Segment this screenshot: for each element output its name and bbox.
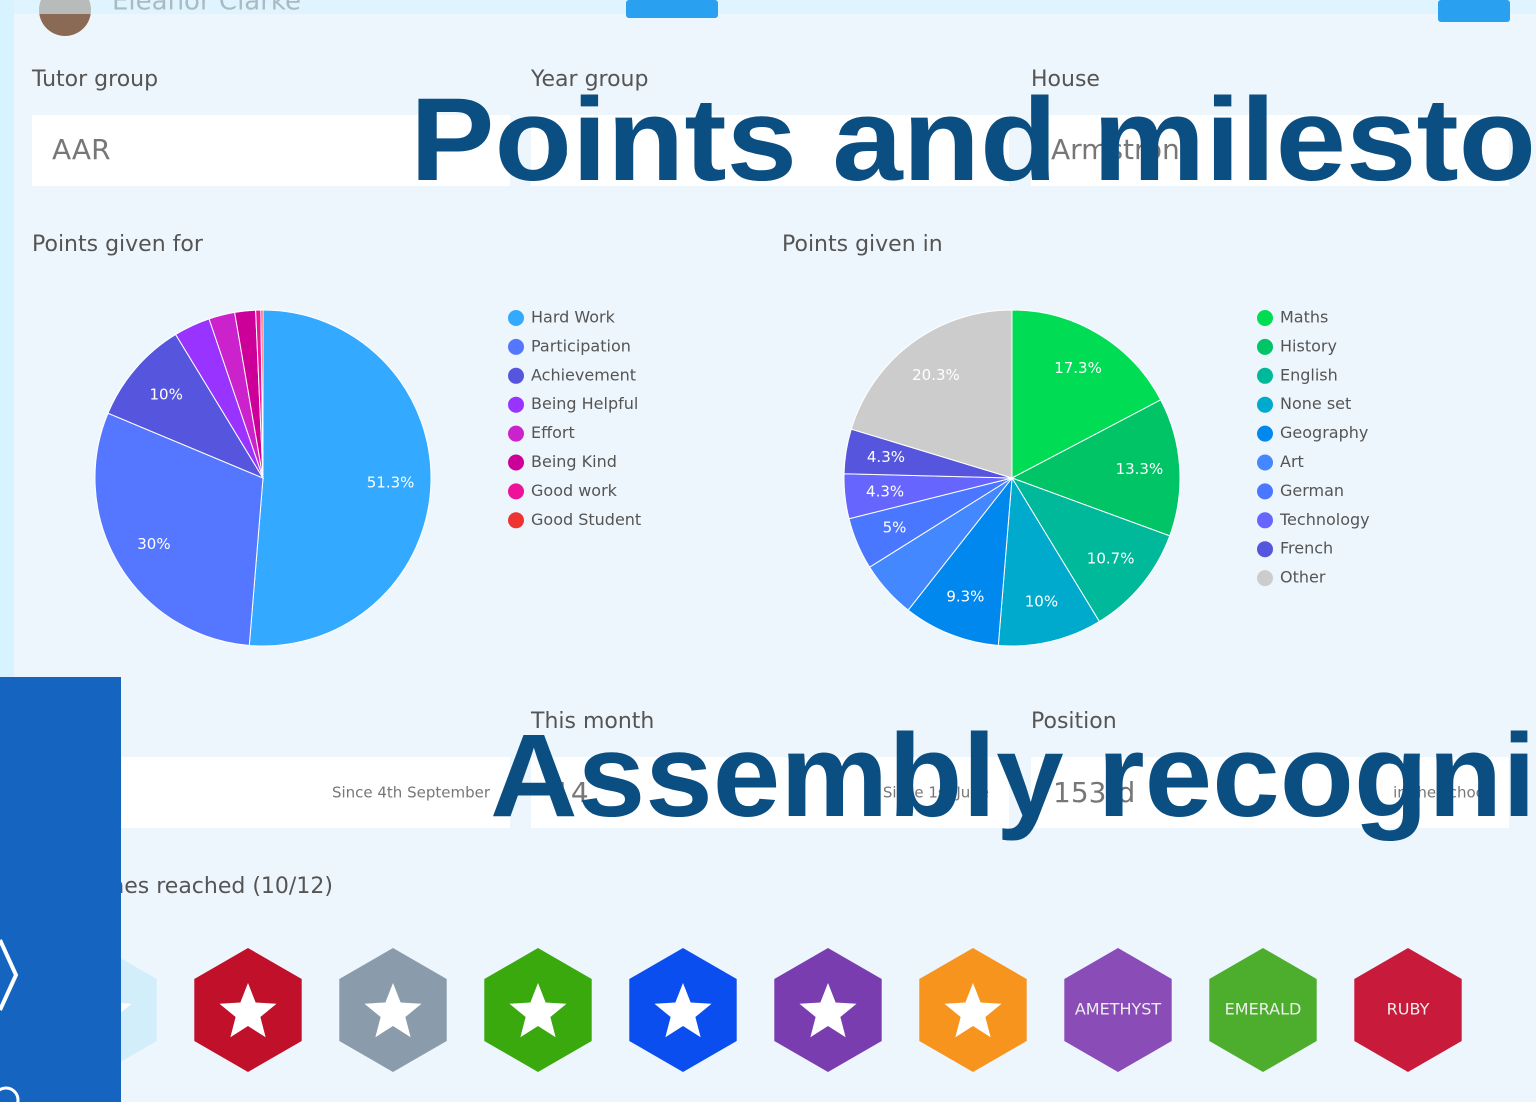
slice-label: 9.3%: [946, 587, 984, 605]
badge-label: RUBY: [1387, 1000, 1430, 1019]
slice-label: 30%: [137, 535, 170, 553]
legend-swatch: [508, 455, 524, 471]
side-panel: [0, 677, 121, 1102]
top-button[interactable]: [1438, 0, 1510, 22]
slice-label: 10%: [150, 385, 183, 403]
field-value: AAR: [52, 133, 111, 166]
legend-label: Being Helpful: [531, 394, 638, 413]
chart-title: Points given for: [32, 232, 204, 257]
page: Eleanor Clarke Tutor groupAARYear group8…: [0, 0, 1536, 1102]
legend-label: Good work: [531, 481, 618, 500]
badge-label: EMERALD: [1225, 1000, 1302, 1019]
legend-label: Other: [1280, 568, 1326, 587]
slice-label: 4.3%: [866, 483, 904, 501]
legend-swatch: [1257, 397, 1273, 413]
slice-label: 5%: [883, 518, 907, 536]
legend-swatch: [1257, 310, 1273, 326]
legend-label: Good Student: [531, 510, 641, 529]
legend-swatch: [508, 339, 524, 355]
field-label: Tutor group: [31, 67, 158, 92]
legend-swatch: [1257, 512, 1273, 528]
legend-swatch: [1257, 483, 1273, 499]
stat-note: Since 4th September: [332, 784, 491, 802]
slice-label: 4.3%: [867, 448, 905, 466]
legend-swatch: [1257, 426, 1273, 442]
slice-label: 51.3%: [367, 474, 415, 492]
chart-title: Points given in: [782, 232, 943, 257]
legend-label: Being Kind: [531, 452, 617, 471]
legend-swatch: [1257, 368, 1273, 384]
top-button[interactable]: [626, 0, 718, 18]
slice-label: 10.7%: [1087, 550, 1135, 568]
legend-label: Maths: [1280, 308, 1328, 327]
legend-label: Geography: [1280, 423, 1368, 442]
legend-swatch: [1257, 455, 1273, 471]
legend-swatch: [508, 368, 524, 384]
legend-label: Achievement: [531, 365, 636, 384]
legend-label: None set: [1280, 394, 1351, 413]
legend-label: Effort: [531, 423, 575, 442]
legend-label: History: [1280, 336, 1337, 355]
legend-swatch: [1257, 570, 1273, 586]
slice-label: 17.3%: [1054, 359, 1102, 377]
legend-swatch: [1257, 339, 1273, 355]
legend-label: Hard Work: [531, 308, 616, 327]
slice-label: 20.3%: [912, 366, 960, 384]
slice-label: 13.3%: [1116, 460, 1164, 478]
legend-label: English: [1280, 365, 1338, 384]
legend-label: Art: [1280, 452, 1304, 471]
legend-label: German: [1280, 481, 1344, 500]
legend-swatch: [508, 426, 524, 442]
legend-swatch: [1257, 541, 1273, 557]
overlay-title: Assembly recogni: [490, 710, 1536, 842]
slice-label: 10%: [1025, 593, 1058, 611]
overlay-title: Points and milesto: [410, 74, 1536, 206]
badge-label: AMETHYST: [1075, 1000, 1162, 1019]
legend-swatch: [508, 310, 524, 326]
legend-label: French: [1280, 539, 1333, 558]
legend-swatch: [508, 397, 524, 413]
top-strip: [0, 0, 1536, 14]
legend-label: Technology: [1279, 510, 1370, 529]
legend-label: Participation: [531, 336, 631, 355]
legend-swatch: [508, 512, 524, 528]
legend-swatch: [508, 483, 524, 499]
